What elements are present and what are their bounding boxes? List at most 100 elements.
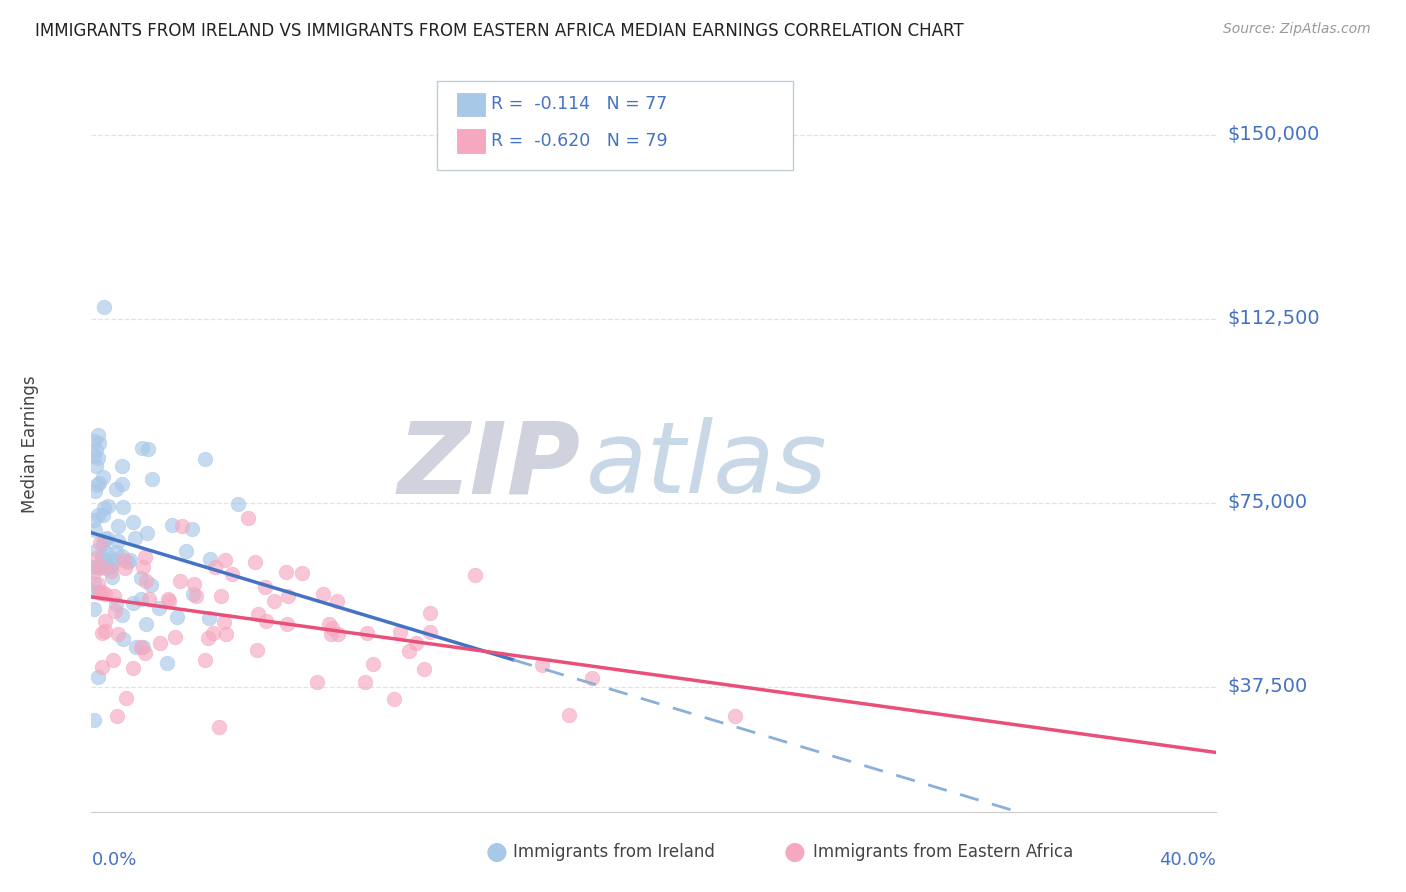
Point [111,500,134,514]
Point [186,589,208,603]
Point [135,574,157,588]
Point [83,524,105,538]
Point [89,476,111,491]
Point [361,657,384,671]
Point [530,657,553,672]
Point [221,566,243,581]
Point [93,553,115,567]
Point [83,575,105,590]
Point [87,560,110,574]
Text: IMMIGRANTS FROM IRELAND VS IMMIGRANTS FROM EASTERN AFRICA MEDIAN EARNINGS CORREL: IMMIGRANTS FROM IRELAND VS IMMIGRANTS FR… [35,22,963,40]
Point [111,458,134,473]
Point [245,643,267,657]
Point [204,560,226,574]
Text: $37,500: $37,500 [1227,677,1308,696]
Point [87,428,110,442]
Point [86,478,108,492]
Point [114,561,136,575]
Point [83,559,105,574]
Point [86,543,108,558]
Point [388,624,411,639]
Point [93,500,115,515]
Point [180,522,202,536]
Point [103,589,125,603]
Point [226,497,249,511]
Point [122,516,145,530]
Point [122,661,145,675]
Point [183,576,205,591]
Point [581,671,603,685]
Point [97,500,120,514]
Point [101,569,124,583]
Point [194,653,217,667]
Point [111,549,134,563]
Point [87,508,110,522]
Point [326,594,349,608]
Point [112,632,135,646]
Point [83,565,105,579]
Point [132,560,155,574]
Point [107,627,129,641]
Point [138,442,160,457]
Point [105,597,128,611]
Point [112,553,135,567]
Point [214,553,236,567]
Point [141,472,163,486]
Point [86,459,108,474]
Point [96,561,118,575]
Text: atlas: atlas [586,417,828,515]
Point [91,536,114,550]
Point [103,553,125,567]
Point [149,636,172,650]
Point [405,636,427,650]
Point [89,535,111,549]
Point [156,656,179,670]
Point [90,558,112,573]
Point [238,511,260,525]
Point [319,627,342,641]
Point [165,630,187,644]
Point [87,585,110,599]
Point [132,640,155,654]
Point [96,546,118,560]
Point [93,532,115,546]
Point [277,590,299,604]
Point [83,601,105,615]
Point [91,469,114,483]
Point [419,624,441,639]
Point [215,627,238,641]
Point [174,544,197,558]
Point [129,571,152,585]
Point [274,566,297,580]
Point [101,653,124,667]
Point [100,560,122,574]
Text: R =  -0.114   N = 77: R = -0.114 N = 77 [491,95,666,113]
Point [243,555,266,569]
Point [83,713,105,727]
Point [121,596,143,610]
Point [91,584,114,599]
Point [276,617,298,632]
Point [413,662,436,676]
Text: Immigrants from Eastern Africa: Immigrants from Eastern Africa [813,843,1073,861]
Point [157,594,180,608]
Text: ZIP: ZIP [398,417,581,515]
Text: Median Earnings: Median Earnings [21,375,38,513]
Point [353,675,375,690]
Point [254,614,277,628]
Point [117,555,139,569]
Point [148,601,170,615]
Point [107,519,129,533]
Point [111,477,134,491]
Point [139,578,162,592]
Point [318,616,340,631]
Point [111,607,134,622]
Text: $112,500: $112,500 [1227,310,1320,328]
Text: 40.0%: 40.0% [1160,851,1216,869]
Text: R =  -0.620   N = 79: R = -0.620 N = 79 [491,132,668,150]
Point [208,720,231,734]
Point [382,692,405,706]
Point [83,583,105,598]
Point [134,646,156,660]
Point [124,531,146,545]
